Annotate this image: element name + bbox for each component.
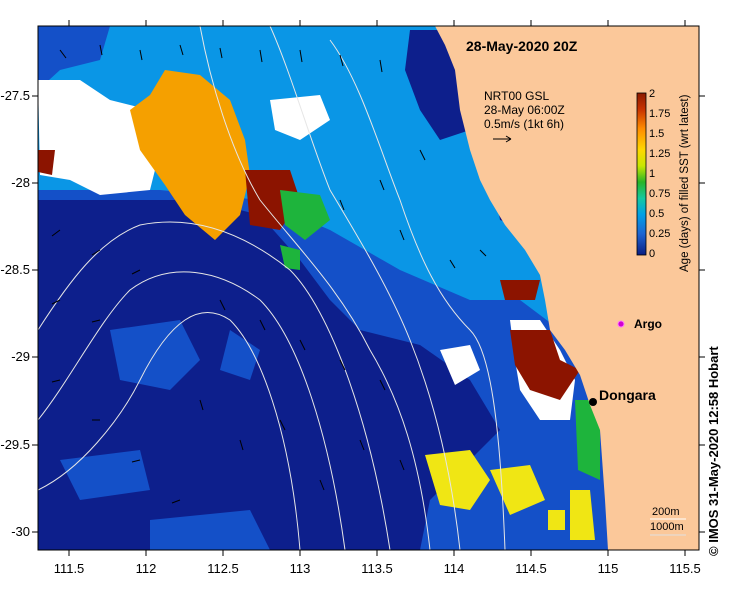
ocean-deep-blue	[38, 200, 500, 550]
age-orange	[130, 70, 250, 240]
y-axis	[32, 95, 705, 533]
cloud-white	[38, 80, 575, 420]
age-yellow	[425, 450, 595, 540]
y-tick-label: -27.5	[0, 88, 30, 103]
x-tick-label: 115.5	[669, 561, 701, 576]
depth-legend: 200m 1000m	[650, 506, 686, 536]
x-tick-label: 113.5	[361, 561, 393, 576]
map-title: 28-May-2020 20Z	[466, 38, 578, 54]
colorbar-label: Age (days) of filled SST (wrt latest)	[679, 94, 691, 272]
age-green	[280, 190, 600, 480]
colorbar-tick: 1	[649, 168, 655, 180]
dongara-label: Dongara	[599, 387, 656, 403]
x-tick-label: 111.5	[54, 561, 85, 576]
colorbar: 2 1.75 1.5 1.25 1 0.75 0.5 0.25 0 Age (d…	[636, 88, 691, 272]
credit-text: IMOS 31-May-2020 12:58 Hobart	[706, 346, 721, 543]
argo-label: Argo	[634, 317, 662, 331]
bathymetry-contours	[38, 26, 506, 550]
x-tick-label: 112	[136, 561, 157, 576]
colorbar-tick: 0.75	[649, 188, 670, 200]
y-tick-label: -30	[11, 524, 30, 539]
ocean-deep-blue-north	[405, 30, 540, 230]
x-tick-label: 115	[598, 561, 619, 576]
town-dot-icon	[589, 398, 597, 406]
copyright-icon: ©	[706, 546, 721, 556]
y-tick-label: -29.5	[0, 437, 30, 452]
x-tick-label: 114	[444, 561, 465, 576]
map-area	[38, 26, 699, 550]
x-axis	[68, 20, 686, 556]
colorbar-tick: 1.25	[649, 148, 670, 160]
ocean-mid-patch	[60, 320, 270, 550]
y-tick-label: -29	[11, 349, 30, 364]
colorbar-tick: 1.75	[649, 108, 670, 120]
current-vectors	[51, 44, 487, 504]
current-legend-line2: 28-May 06:00Z	[484, 103, 565, 117]
argo-icon	[617, 320, 625, 328]
age-dark-red	[245, 170, 580, 400]
x-tick-label: 114.5	[515, 561, 547, 576]
map-border	[37, 25, 700, 551]
argo-float-marker[interactable]: Argo	[617, 317, 662, 331]
age-dark-red-west	[38, 150, 55, 175]
current-legend: NRT00 GSL 28-May 06:00Z 0.5m/s (1kt 6h)	[484, 89, 565, 143]
depth-legend-1000: 1000m	[650, 521, 684, 533]
colorbar-gradient	[636, 92, 647, 256]
x-tick-label: 113	[290, 561, 311, 576]
x-tick-label: 112.5	[207, 561, 239, 576]
y-tick-label: -28.5	[0, 262, 30, 277]
colorbar-tick: 2	[649, 88, 655, 100]
y-tick-label: -28	[11, 175, 30, 190]
current-legend-line3: 0.5m/s (1kt 6h)	[484, 117, 564, 131]
colorbar-tick: 0.5	[649, 208, 664, 220]
colorbar-tick: 0.25	[649, 228, 670, 240]
land-western-australia	[435, 26, 699, 550]
colorbar-tick: 1.5	[649, 128, 664, 140]
dongara-marker[interactable]: Dongara	[589, 387, 656, 406]
colorbar-tick: 0	[649, 248, 655, 260]
depth-legend-200: 200m	[652, 506, 680, 518]
current-legend-line1: NRT00 GSL	[484, 89, 549, 103]
credit-line: © IMOS 31-May-2020 12:58 Hobart	[706, 346, 721, 556]
scale-arrow-icon	[493, 135, 512, 143]
